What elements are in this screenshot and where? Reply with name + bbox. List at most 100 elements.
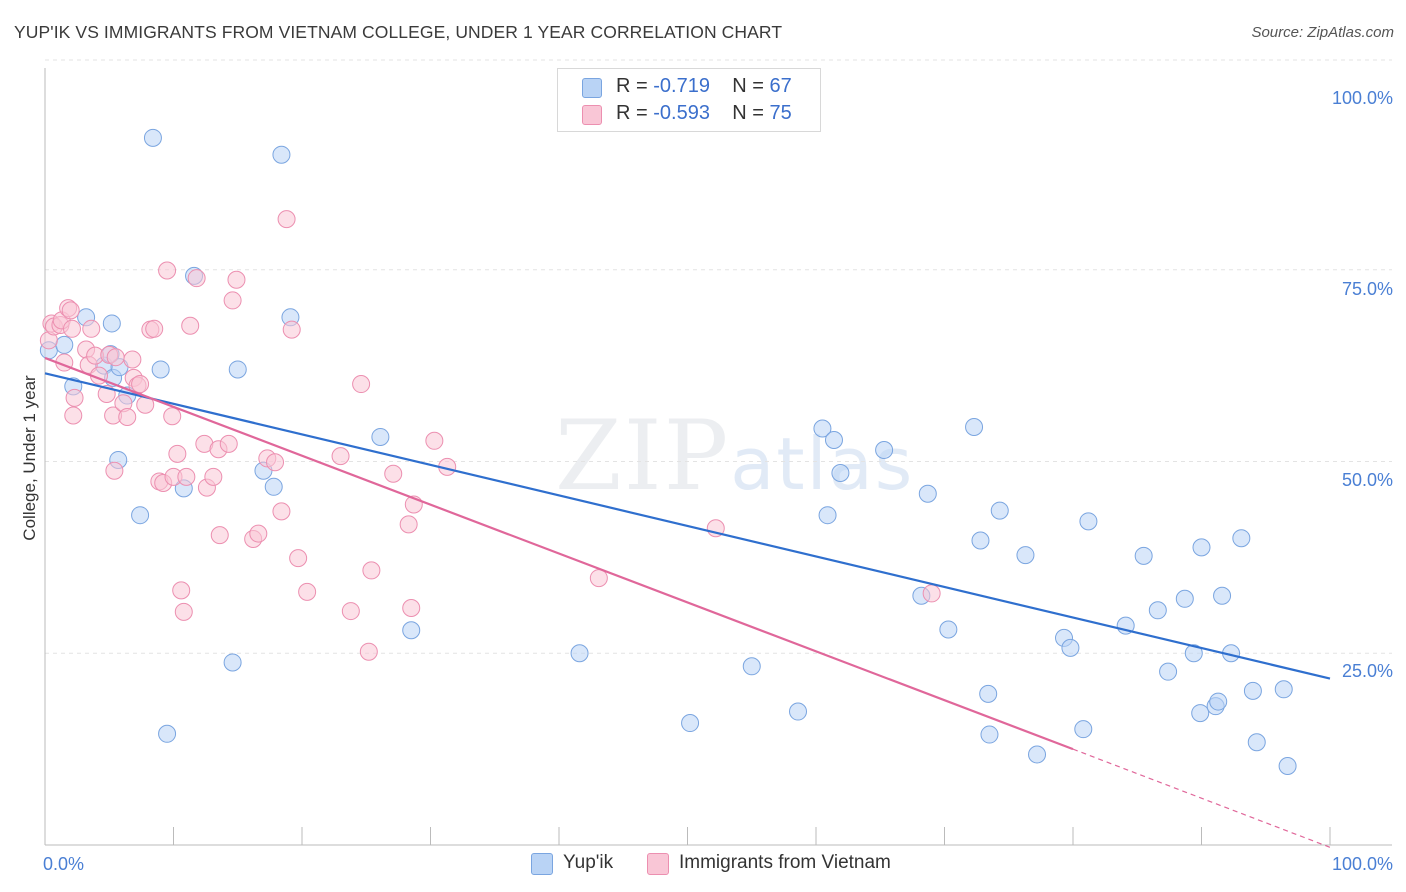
trend-line-yupik	[44, 372, 1331, 680]
point-yupik	[102, 314, 121, 333]
point-vietnam	[168, 444, 187, 463]
stats-box: R = -0.719 N = 67 R = -0.593 N = 75	[557, 68, 821, 132]
point-vietnam	[219, 434, 238, 453]
point-yupik	[1191, 704, 1210, 723]
point-yupik	[939, 620, 958, 639]
point-vietnam	[298, 582, 317, 601]
point-yupik	[1159, 662, 1178, 681]
point-vietnam	[277, 210, 296, 229]
point-vietnam	[210, 526, 229, 545]
legend-swatch-yupik	[531, 853, 553, 875]
trend-line-vietnam	[44, 356, 1074, 751]
point-yupik	[831, 464, 850, 483]
point-yupik	[1079, 512, 1098, 531]
point-yupik	[402, 621, 421, 640]
point-yupik	[1213, 586, 1232, 605]
point-yupik	[151, 360, 170, 379]
stats-r-label: R =	[616, 75, 648, 97]
point-yupik	[742, 657, 761, 676]
point-yupik	[971, 531, 990, 550]
point-vietnam	[341, 602, 360, 621]
stats-n-label: N =	[732, 102, 764, 124]
stats-r-value: -0.719	[653, 75, 710, 97]
point-yupik	[131, 506, 150, 525]
point-vietnam	[64, 406, 83, 425]
y-tick-label: 50.0%	[1342, 470, 1393, 490]
point-vietnam	[402, 598, 421, 617]
trend-line-vietnam-extension	[1072, 748, 1331, 848]
point-yupik	[1232, 529, 1251, 548]
legend-label-yupik: Yup'ik	[563, 852, 614, 873]
legend-label-vietnam: Immigrants from Vietnam	[679, 852, 891, 873]
point-yupik	[965, 417, 984, 436]
point-vietnam	[362, 561, 381, 580]
point-vietnam	[352, 375, 371, 394]
legend-swatch-vietnam	[647, 853, 669, 875]
point-yupik	[371, 427, 390, 446]
point-yupik	[1028, 745, 1047, 764]
y-tick-label: 25.0%	[1342, 661, 1393, 681]
point-yupik	[875, 440, 894, 459]
data-points	[39, 128, 1297, 775]
point-yupik	[158, 724, 177, 743]
point-yupik	[990, 501, 1009, 520]
point-vietnam	[172, 581, 191, 600]
point-yupik	[1175, 589, 1194, 608]
point-vietnam	[272, 502, 291, 521]
point-yupik	[1061, 638, 1080, 657]
point-vietnam	[425, 431, 444, 450]
point-yupik	[824, 431, 843, 450]
point-yupik	[264, 477, 283, 496]
point-yupik	[570, 644, 589, 663]
stats-swatch-vietnam	[582, 105, 602, 125]
point-vietnam	[118, 408, 137, 427]
point-vietnam	[282, 320, 301, 339]
chart-title: YUP'IK VS IMMIGRANTS FROM VIETNAM COLLEG…	[14, 22, 783, 42]
legend: Yup'ik Immigrants from Vietnam	[0, 852, 1406, 878]
tick-labels: 25.0% 50.0% 75.0% 100.0% 0.0% 100.0%	[43, 88, 1393, 874]
point-vietnam	[163, 407, 182, 426]
point-yupik	[1243, 681, 1262, 700]
point-yupik	[918, 484, 937, 503]
watermark-zip: ZIP	[555, 400, 731, 512]
point-yupik	[813, 419, 832, 438]
point-vietnam	[359, 642, 378, 661]
point-yupik	[1274, 680, 1293, 699]
point-yupik	[1278, 756, 1297, 775]
point-yupik	[1074, 720, 1093, 739]
point-vietnam	[158, 261, 177, 280]
x-tick-label: 100.0%	[1332, 854, 1393, 874]
point-vietnam	[289, 549, 308, 568]
watermark: ZIPatlas	[555, 400, 914, 512]
point-yupik	[272, 145, 291, 164]
point-yupik	[789, 702, 808, 721]
stats-swatch-yupik	[582, 78, 602, 98]
point-vietnam	[123, 350, 142, 369]
x-tick-label: 0.0%	[43, 854, 84, 874]
point-vietnam	[174, 602, 193, 621]
point-yupik	[1192, 538, 1211, 557]
point-vietnam	[384, 464, 403, 483]
point-vietnam	[266, 453, 285, 472]
point-yupik	[1209, 692, 1228, 711]
point-yupik	[1247, 733, 1266, 752]
point-vietnam	[249, 524, 268, 543]
point-vietnam	[82, 319, 101, 338]
point-yupik	[228, 360, 247, 379]
point-vietnam	[145, 319, 164, 338]
point-yupik	[223, 653, 242, 672]
stats-n-value: 75	[769, 102, 792, 124]
point-yupik	[681, 714, 700, 733]
trend-lines	[44, 356, 1331, 848]
y-tick-label: 75.0%	[1342, 279, 1393, 299]
point-vietnam	[223, 291, 242, 310]
point-vietnam	[61, 301, 80, 320]
axes	[44, 68, 1392, 846]
stats-r-label: R =	[616, 102, 648, 124]
point-vietnam	[187, 269, 206, 288]
point-yupik	[1134, 546, 1153, 565]
point-vietnam	[227, 270, 246, 289]
point-vietnam	[177, 467, 196, 486]
point-yupik	[980, 725, 999, 744]
